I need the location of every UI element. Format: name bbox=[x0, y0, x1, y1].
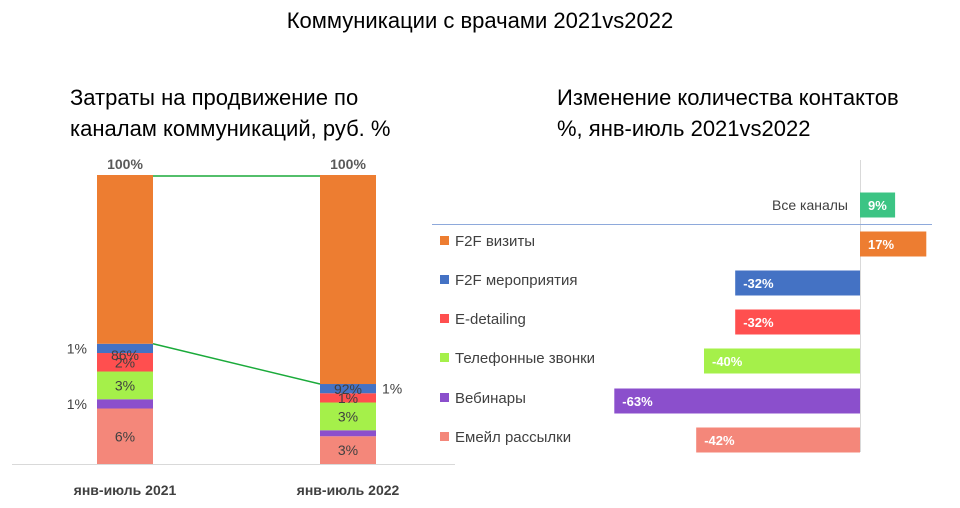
main-title: Коммуникации с врачами 2021vs2022 bbox=[286, 8, 674, 33]
hbar-value-label: -40% bbox=[712, 354, 743, 369]
segment-label: 2% bbox=[115, 354, 135, 370]
bar-segment bbox=[97, 175, 153, 344]
category-label: Емейл рассылки bbox=[455, 429, 571, 446]
hbar bbox=[704, 348, 860, 374]
segment-label: 3% bbox=[338, 442, 358, 458]
legend-marker bbox=[440, 393, 449, 402]
bar-segment bbox=[320, 175, 376, 385]
bar-segment bbox=[97, 408, 153, 464]
bar-segment bbox=[320, 436, 376, 464]
hbar bbox=[735, 309, 860, 335]
bar-segment bbox=[97, 353, 153, 372]
left-chart-title: Затраты на продвижение по каналам коммун… bbox=[70, 82, 450, 144]
bar-segment bbox=[320, 430, 376, 437]
bar-segment bbox=[320, 393, 376, 403]
category-label: янв-июль 2021 bbox=[74, 482, 177, 498]
segment-label: 3% bbox=[338, 408, 358, 424]
category-label: Вебинары bbox=[455, 390, 526, 407]
bar-segment bbox=[97, 399, 153, 409]
hbar-value-label: -32% bbox=[743, 276, 774, 291]
total-label: 100% bbox=[330, 156, 366, 172]
bar-segment bbox=[320, 384, 376, 394]
category-label: Все каналы bbox=[772, 197, 848, 213]
legend-marker bbox=[440, 432, 449, 441]
bar-segment bbox=[97, 371, 153, 400]
segment-label: 92% bbox=[334, 381, 362, 397]
right-chart-title-line2: %, янв-июль 2021vs2022 bbox=[557, 116, 811, 141]
hbar-value-label: -63% bbox=[622, 394, 653, 409]
bar-segment bbox=[320, 402, 376, 431]
stacked-cost-chart: 100% янв-июль 2021 100% янв-июль 2022 6% 3% 2%… bbox=[12, 156, 455, 498]
legend-marker bbox=[440, 236, 449, 245]
hbar bbox=[735, 270, 860, 296]
hbar-value-label: 9% bbox=[868, 198, 887, 213]
category-label: F2F визиты bbox=[455, 233, 535, 250]
segment-label: 6% bbox=[115, 428, 135, 444]
category-label: Телефонные звонки bbox=[455, 350, 595, 367]
category-label: янв-июль 2022 bbox=[297, 482, 400, 498]
hbar bbox=[696, 427, 860, 453]
hbar-value-label: -42% bbox=[704, 433, 735, 448]
right-chart-title: Изменение количества контактов %, янв-ию… bbox=[557, 82, 957, 144]
category-label: F2F мероприятия bbox=[455, 272, 578, 289]
legend-marker bbox=[440, 353, 449, 362]
bar-segment bbox=[97, 343, 153, 354]
outside-label-f2f-events-2021: 1% bbox=[67, 340, 87, 356]
outside-label-f2f-events-2022: 1% bbox=[382, 381, 402, 397]
hbar bbox=[860, 231, 927, 257]
left-chart-title-line1: Затраты на продвижение по bbox=[70, 85, 359, 110]
segment-label: 3% bbox=[115, 377, 135, 393]
segment-label: 86% bbox=[111, 347, 139, 363]
legend-marker bbox=[440, 275, 449, 284]
legend-marker bbox=[440, 314, 449, 323]
hbar-value-label: -32% bbox=[743, 315, 774, 330]
hbar bbox=[860, 192, 896, 218]
category-label: E-detailing bbox=[455, 311, 526, 328]
hbar-value-label: 17% bbox=[868, 237, 894, 252]
right-chart-title-line1: Изменение количества контактов bbox=[557, 85, 899, 110]
hbar bbox=[614, 388, 860, 414]
total-label: 100% bbox=[107, 156, 143, 172]
left-chart-title-line2: каналам коммуникаций, руб. % bbox=[70, 116, 391, 141]
segment-label: 1% bbox=[338, 390, 358, 406]
outside-label-webinars-2021: 1% bbox=[67, 396, 87, 412]
trend-line-f2f bbox=[152, 343, 321, 385]
